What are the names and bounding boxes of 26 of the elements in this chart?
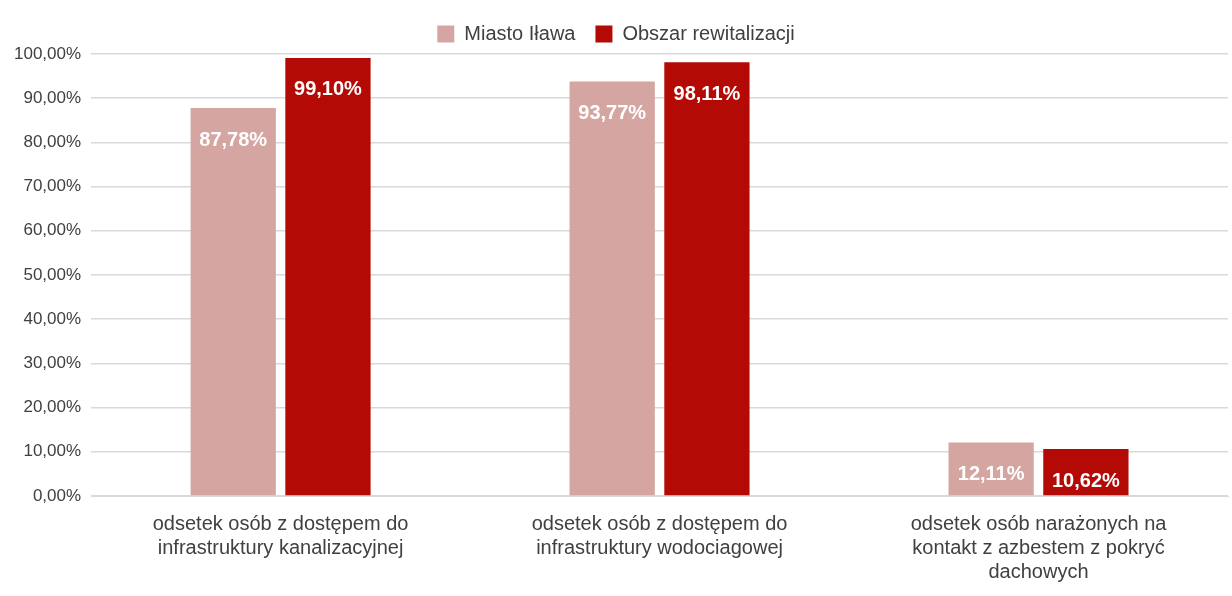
x-tick-label: odsetek osób z dostępem do infrastruktury kanalizacyjnej bbox=[152, 511, 409, 558]
y-tick-label: 90,00% bbox=[23, 87, 82, 107]
y-tick-label: 100,00% bbox=[13, 43, 82, 63]
data-label: 93,77% bbox=[578, 101, 647, 124]
bar bbox=[285, 57, 371, 496]
legend-label: Miasto Iława bbox=[464, 21, 577, 44]
data-label: 10,62% bbox=[1051, 468, 1121, 491]
legend-label: Obszar rewitalizacji bbox=[622, 21, 795, 44]
bar bbox=[190, 108, 276, 496]
y-tick-label: 10,00% bbox=[23, 441, 82, 461]
bar bbox=[664, 62, 750, 496]
data-label: 87,78% bbox=[199, 127, 268, 150]
data-label: 98,11% bbox=[673, 81, 741, 104]
x-tick-label: odsetek osób narażonych na kontakt z azbestem z pokryć dachowych bbox=[910, 511, 1168, 582]
y-tick-label: 50,00% bbox=[23, 264, 82, 284]
y-tick-label: 70,00% bbox=[23, 176, 82, 196]
x-tick-label: odsetek osób z dostępem do infrastruktury wodociagowej bbox=[531, 511, 788, 558]
data-label: 99,10% bbox=[294, 77, 363, 100]
bar bbox=[569, 81, 655, 496]
y-tick-label: 30,00% bbox=[23, 353, 82, 373]
y-tick-label: 0,00% bbox=[32, 485, 82, 505]
data-label: 12,11% bbox=[957, 461, 1025, 484]
y-tick-label: 40,00% bbox=[23, 308, 82, 328]
y-tick-label: 80,00% bbox=[23, 132, 82, 152]
y-tick-label: 20,00% bbox=[23, 397, 82, 417]
y-tick-label: 60,00% bbox=[23, 220, 82, 240]
